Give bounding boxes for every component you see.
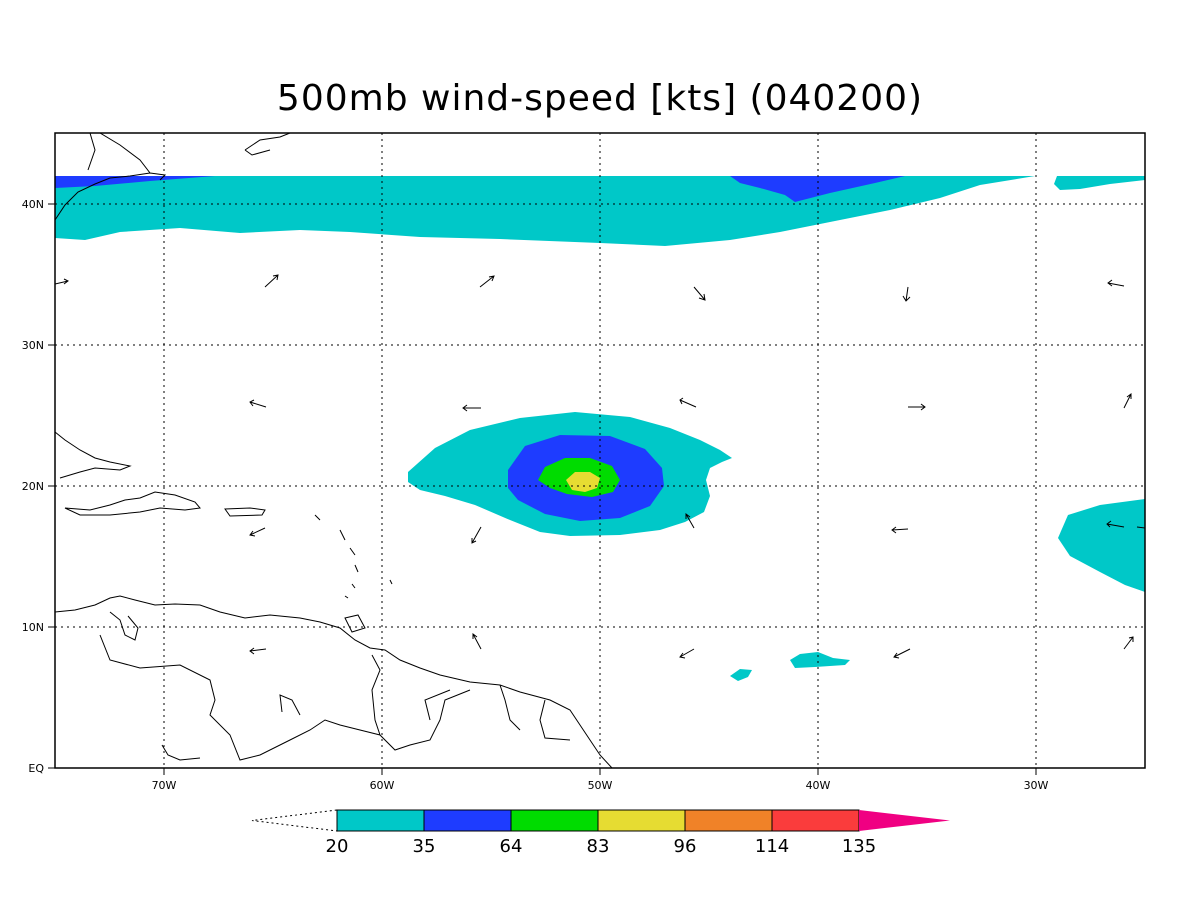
axis-ticks bbox=[48, 203, 1037, 775]
y-tick-label: 40N bbox=[22, 198, 44, 211]
wind-arrow bbox=[249, 399, 267, 408]
coastlines bbox=[55, 133, 613, 768]
colorbar-level-label: 96 bbox=[674, 836, 697, 857]
grid-lines bbox=[55, 133, 1145, 768]
colorbar-swatch bbox=[771, 809, 860, 832]
colorbar-swatch bbox=[684, 809, 773, 832]
colorbar-level-label: 64 bbox=[500, 836, 523, 857]
wind-arrow bbox=[1123, 393, 1132, 409]
jet-band-blue-west bbox=[55, 176, 215, 188]
x-axis-labels: 70W 60W 50W 40W 30W bbox=[152, 779, 1049, 792]
coastline-nova-scotia bbox=[244, 133, 291, 156]
wind-arrow bbox=[249, 647, 267, 655]
wind-arrow bbox=[1123, 636, 1134, 650]
coastline-puerto-rico bbox=[224, 507, 266, 517]
wind-arrow bbox=[902, 286, 911, 302]
wind-arrow bbox=[472, 633, 482, 650]
colorbar-level-label: 135 bbox=[842, 836, 876, 857]
wind-arrow bbox=[908, 403, 926, 411]
wind-arrow bbox=[679, 397, 697, 408]
south-patch-2 bbox=[730, 669, 752, 681]
colorbar-level-label: 114 bbox=[755, 836, 789, 857]
shaded-wind-field bbox=[55, 176, 1145, 681]
wind-arrow bbox=[249, 527, 266, 537]
ne-patch-cyan bbox=[1054, 176, 1145, 190]
colorbar-swatch bbox=[597, 809, 686, 832]
colorbar: 20 35 64 83 96 114 135 bbox=[251, 809, 950, 857]
coastline-trinidad bbox=[344, 614, 366, 633]
coastline-northeast-us bbox=[55, 133, 167, 221]
y-tick-label: 10N bbox=[22, 621, 44, 634]
coastline-cuba bbox=[55, 431, 132, 479]
coastline-hispaniola bbox=[64, 491, 201, 516]
colorbar-high-triangle bbox=[859, 810, 950, 831]
colorbar-level-label: 20 bbox=[326, 836, 349, 857]
wind-arrow bbox=[693, 286, 706, 301]
map-title: 500mb wind-speed [kts] (040200) bbox=[276, 78, 924, 119]
colorbar-level-label: 35 bbox=[413, 836, 436, 857]
border-south-america bbox=[99, 634, 571, 761]
x-tick-label: 40W bbox=[806, 779, 831, 792]
wind-arrow bbox=[1107, 279, 1125, 287]
wind-vectors bbox=[55, 274, 1145, 659]
colorbar-low-triangle bbox=[251, 809, 338, 832]
x-tick-label: 30W bbox=[1024, 779, 1049, 792]
wind-arrow bbox=[1106, 520, 1145, 529]
y-axis-labels: EQ 10N 20N 30N 40N bbox=[22, 198, 45, 775]
coastline-south-america bbox=[55, 595, 613, 768]
wind-arrow bbox=[679, 648, 695, 659]
wind-arrow bbox=[891, 526, 909, 534]
wind-arrow bbox=[264, 274, 279, 288]
storm-max-yellow bbox=[566, 472, 600, 492]
colorbar-swatch bbox=[423, 809, 512, 832]
y-tick-label: EQ bbox=[28, 762, 44, 775]
y-tick-label: 20N bbox=[22, 480, 44, 493]
se-patch-cyan bbox=[1058, 499, 1145, 592]
colorbar-swatch bbox=[510, 809, 599, 832]
colorbar-swatch bbox=[336, 809, 425, 832]
wind-arrow bbox=[55, 278, 69, 285]
wind-arrow bbox=[462, 404, 481, 412]
wind-arrow bbox=[685, 513, 695, 529]
x-tick-label: 50W bbox=[588, 779, 613, 792]
coastline-lake-maracaibo bbox=[109, 611, 139, 641]
coastline-lesser-antilles bbox=[314, 514, 393, 599]
south-patch-1 bbox=[790, 652, 850, 668]
wind-arrow bbox=[471, 526, 482, 544]
jet-band-cyan bbox=[55, 176, 1035, 246]
x-tick-label: 70W bbox=[152, 779, 177, 792]
x-tick-label: 60W bbox=[370, 779, 395, 792]
wind-arrow bbox=[479, 275, 495, 288]
colorbar-level-label: 83 bbox=[587, 836, 610, 857]
y-tick-label: 30N bbox=[22, 339, 44, 352]
wind-arrow bbox=[893, 648, 911, 659]
